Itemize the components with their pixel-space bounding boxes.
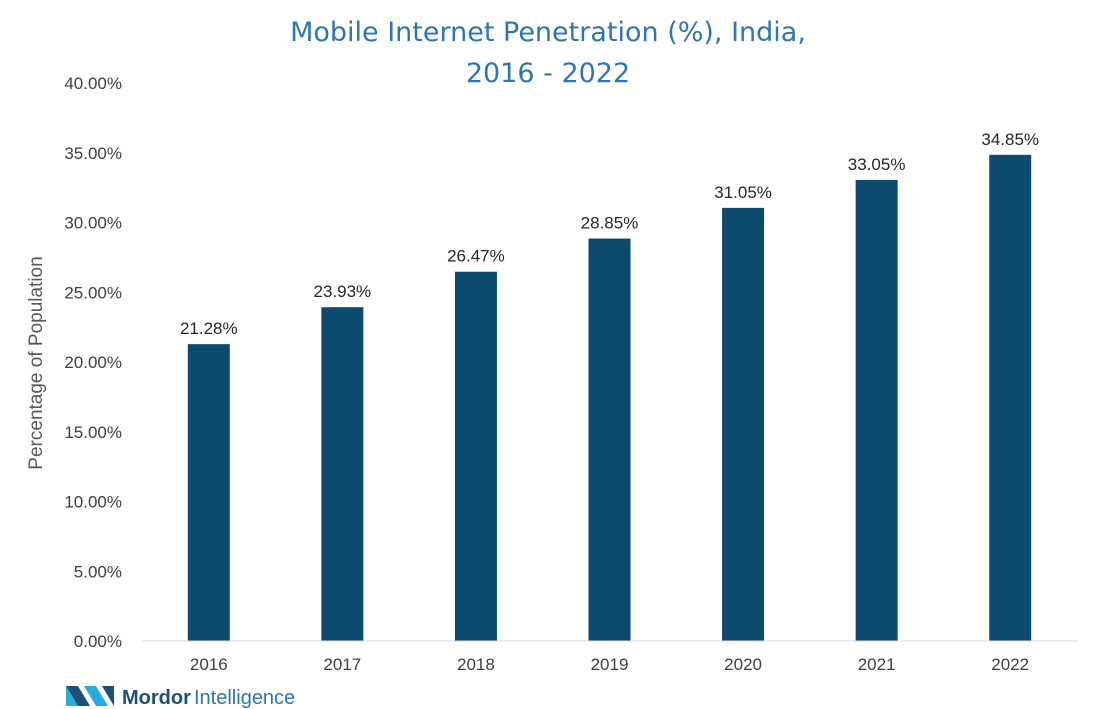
y-tick-label: 15.00% [64,423,122,442]
data-label-2017: 23.93% [314,282,372,301]
y-tick-label: 0.00% [74,632,122,651]
bar-2016 [187,344,230,641]
bar-2018 [454,271,497,641]
chart-title-line-1: Mobile Internet Penetration (%), India, [290,17,806,48]
y-tick-label: 25.00% [64,283,122,302]
y-axis-ticks: 0.00% 5.00% 10.00% 15.00% 20.00% 25.00% 30.00%… [64,74,122,651]
y-tick-label: 35.00% [64,144,122,163]
y-tick-label: 30.00% [64,214,122,233]
bar-2022 [989,154,1032,641]
bar-2021 [855,179,898,641]
brand-name-bold: Mordor [122,687,191,709]
y-tick-label: 40.00% [64,74,122,93]
data-labels: 21.28% 23.93% 26.47% 28.85% 31.05% 33.05% 34.8… [180,130,1039,338]
x-tick-label-2021: 2021 [858,655,896,674]
x-tick-label-2019: 2019 [591,655,629,674]
bar-2019 [588,238,631,642]
mordor-logo-icon [66,686,114,706]
data-label-2018: 26.47% [447,247,505,266]
data-label-2019: 28.85% [581,214,639,233]
bar-2020 [722,207,765,642]
chart-title-line-2: 2016 - 2022 [466,58,630,89]
y-tick-label: 20.00% [64,353,122,372]
data-label-2020: 31.05% [714,183,772,202]
brand-name-light: Intelligence [194,687,295,709]
x-axis-ticks: 2016 2017 2018 2019 2020 2021 2022 [190,655,1029,674]
data-label-2016: 21.28% [180,319,238,338]
x-tick-label-2016: 2016 [190,655,228,674]
x-tick-label-2020: 2020 [724,655,762,674]
data-label-2021: 33.05% [848,155,906,174]
bars [187,154,1032,642]
y-axis-label: Percentage of Population [26,256,47,469]
brand-logo: Mordor Intelligence [66,686,295,709]
bar-2017 [321,307,364,641]
x-tick-label-2018: 2018 [457,655,495,674]
y-tick-label: 10.00% [64,493,122,512]
x-tick-label-2022: 2022 [991,655,1029,674]
x-tick-label-2017: 2017 [323,655,361,674]
y-tick-label: 5.00% [74,562,122,581]
data-label-2022: 34.85% [981,130,1039,149]
